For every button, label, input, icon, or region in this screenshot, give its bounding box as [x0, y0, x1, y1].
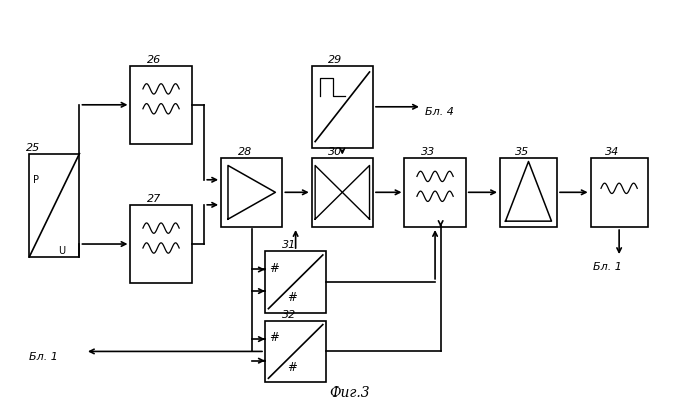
Bar — [405, 158, 466, 227]
Bar — [591, 158, 648, 227]
Text: 25: 25 — [26, 142, 40, 152]
Text: Бл. 1: Бл. 1 — [593, 261, 622, 271]
Bar — [312, 158, 373, 227]
Bar — [312, 67, 373, 148]
Text: #: # — [287, 360, 297, 373]
Text: Бл. 1: Бл. 1 — [29, 351, 58, 360]
Bar — [265, 251, 326, 313]
Text: 30: 30 — [328, 146, 342, 156]
Text: 32: 32 — [281, 309, 296, 319]
Text: 31: 31 — [281, 239, 296, 249]
Bar — [29, 154, 80, 257]
Bar — [130, 67, 192, 144]
Bar — [265, 321, 326, 382]
Text: U: U — [59, 245, 66, 255]
Text: 34: 34 — [606, 146, 620, 156]
Text: Бл. 4: Бл. 4 — [426, 106, 454, 116]
Text: 27: 27 — [147, 194, 162, 204]
Text: #: # — [269, 261, 279, 274]
Bar — [130, 206, 192, 283]
Bar — [500, 158, 557, 227]
Text: 33: 33 — [421, 146, 435, 156]
Text: Фиг.3: Фиг.3 — [330, 385, 370, 399]
Text: 35: 35 — [514, 146, 528, 156]
Text: 28: 28 — [238, 146, 252, 156]
Text: #: # — [287, 291, 297, 304]
Text: 26: 26 — [147, 55, 162, 65]
Text: 29: 29 — [328, 55, 342, 65]
Bar — [221, 158, 282, 227]
Text: P: P — [33, 175, 38, 185]
Text: #: # — [269, 330, 279, 344]
